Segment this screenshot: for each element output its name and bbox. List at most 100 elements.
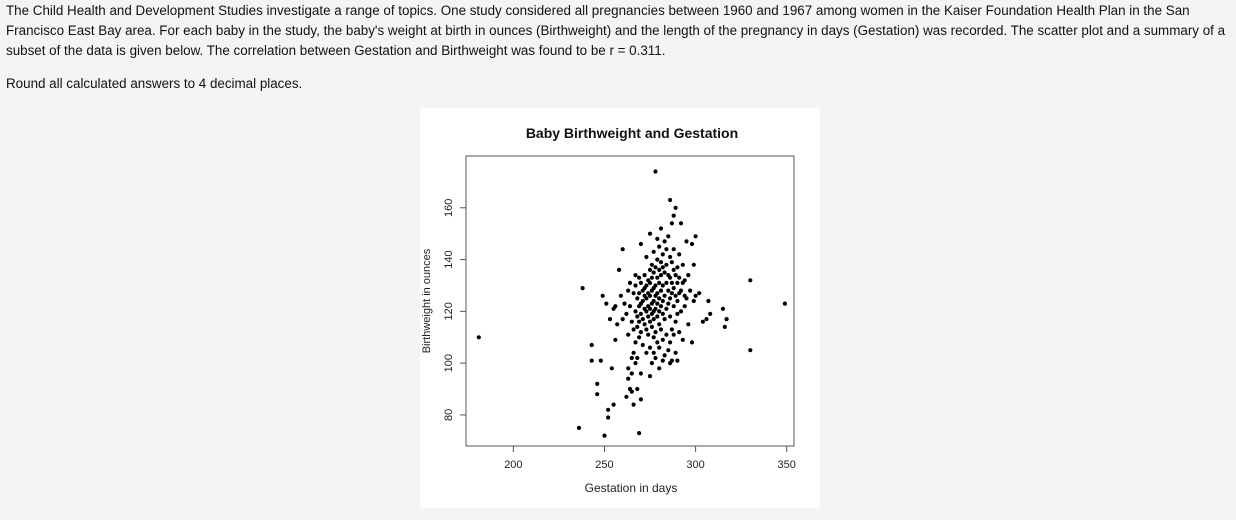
scatter-point [651, 270, 656, 275]
problem-intro: The Child Health and Development Studies… [6, 3, 1226, 58]
scatter-point [620, 317, 625, 322]
scatter-point [633, 340, 638, 345]
scatter-point [637, 319, 642, 324]
scatter-point [688, 288, 693, 293]
scatter-point [635, 314, 640, 319]
scatter-point [649, 361, 654, 366]
scatter-point [647, 293, 653, 298]
scatter-point [671, 213, 676, 218]
scatter-point [651, 350, 656, 355]
scatter-point [673, 273, 678, 278]
scatter-point [666, 301, 671, 306]
scatter-point [647, 374, 653, 379]
scatter-point [689, 340, 695, 345]
scatter-point [664, 280, 669, 285]
scatter-point [642, 322, 647, 327]
scatter-point [658, 273, 664, 278]
scatter-point [668, 197, 673, 203]
scatter-point [660, 358, 665, 363]
scatter-point [658, 226, 664, 231]
scatter-point [668, 275, 673, 280]
scatter-point [682, 278, 687, 283]
scatter-point [662, 353, 667, 358]
scatter-point [693, 234, 698, 239]
scatter-point [626, 366, 631, 371]
scatter-point [678, 288, 684, 293]
scatter-point [673, 350, 678, 355]
rounding-note: Round all calculated answers to 4 decima… [6, 76, 303, 91]
scatter-point [664, 262, 669, 267]
scatter-point [722, 324, 727, 329]
scatter-point [655, 301, 660, 306]
scatter-point [660, 311, 665, 316]
scatter-point [686, 322, 691, 327]
scatter-point [708, 311, 713, 316]
scatter-point [669, 327, 674, 332]
scatter-point [700, 319, 705, 324]
scatter-point [626, 332, 631, 337]
scatter-point [620, 247, 625, 252]
scatter-point [653, 169, 658, 174]
scatter-point [724, 317, 729, 322]
scatter-point [615, 322, 620, 327]
scatter-point [673, 205, 678, 210]
y-tick-label: 100 [443, 354, 455, 372]
scatter-point [607, 317, 613, 322]
scatter-point [598, 358, 603, 363]
scatter-point [673, 293, 678, 298]
scatter-point [589, 358, 594, 363]
scatter-point [657, 345, 662, 350]
scatter-point [655, 291, 660, 296]
scatter-point [647, 280, 653, 285]
x-tick-label: 300 [686, 459, 704, 471]
scatter-point [680, 337, 685, 342]
scatter-point [640, 342, 645, 348]
scatter-point [684, 239, 689, 244]
scatter-point [629, 389, 634, 394]
scatter-point [657, 280, 662, 285]
scatter-point [646, 314, 651, 319]
scatter-point [635, 355, 640, 361]
scatter-point [662, 317, 667, 322]
y-tick-label: 160 [443, 199, 455, 217]
scatter-point [657, 366, 662, 371]
scatter-point [673, 319, 678, 324]
scatter-point [669, 358, 674, 363]
scatter-point [633, 309, 638, 314]
scatter-point [651, 317, 656, 322]
scatter-point [671, 304, 676, 309]
scatter-point [657, 322, 662, 327]
scatter-point [666, 348, 671, 353]
scatter-point [629, 371, 634, 376]
x-tick-label: 250 [595, 459, 613, 471]
scatter-point [589, 342, 594, 348]
scatter-point [693, 293, 698, 298]
scatter-point [576, 425, 582, 430]
scatter-point [655, 275, 660, 280]
scatter-point [655, 314, 660, 319]
scatter-point [660, 283, 665, 288]
scatter-point [633, 273, 638, 278]
scatter-point [638, 330, 643, 335]
scatter-point [649, 262, 654, 267]
scatter-point [637, 275, 642, 280]
scatter-point [664, 306, 669, 311]
scatter-point [476, 335, 481, 340]
scatter-point [624, 394, 629, 399]
scatter-point [677, 275, 682, 280]
scatter-point [653, 283, 658, 288]
scatter-point [658, 288, 664, 293]
scatter-point [595, 392, 600, 397]
scatter-point [653, 355, 658, 361]
plot-frame [465, 155, 795, 447]
scatter-point [653, 265, 658, 270]
scatter-point [671, 247, 676, 252]
scatter-point [660, 337, 665, 342]
scatter-point [644, 283, 649, 288]
scatter-point [651, 335, 656, 340]
scatter-point [622, 301, 627, 306]
y-tick-label: 140 [443, 250, 455, 268]
scatter-point [638, 311, 643, 316]
scatter-point [637, 431, 642, 436]
scatter-point [655, 340, 660, 345]
